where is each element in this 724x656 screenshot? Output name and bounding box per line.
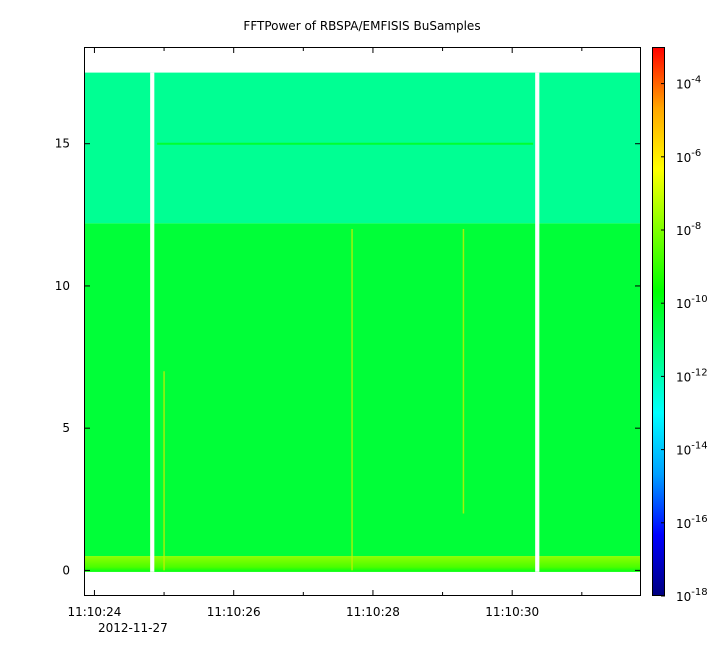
y-tick-label: 10: [55, 279, 70, 293]
power-band-2: [84, 223, 641, 557]
plot-frame: [84, 47, 641, 596]
colorbar-tick-label: 10-4: [676, 75, 701, 92]
y-tick-label: 0: [62, 563, 70, 577]
x-tick-label: 11:10:26: [207, 605, 261, 619]
y-axis: 0 5 10 15: [55, 137, 641, 577]
colorbar-frame: [652, 47, 665, 596]
x-axis: 11:10:24 11:10:26 11:10:28 11:10:30: [67, 47, 583, 619]
y-tick-label: 15: [55, 137, 70, 151]
colorbar: 10-4 10-6 10-8 10-10 10-12 10-14 10-16 10-18: [652, 47, 708, 604]
colorbar-tick-label: 10-10: [676, 294, 708, 311]
low-frequency-band: [84, 556, 641, 572]
x-tick-label: 11:10:28: [346, 605, 400, 619]
x-axis-date-label: 2012-11-27: [98, 621, 168, 635]
colorbar-ticks: 10-4 10-6 10-8 10-10 10-12 10-14 10-16 10-18: [661, 75, 708, 604]
spectrogram-image: [84, 72, 641, 572]
data-gap: [150, 72, 155, 572]
colorbar-tick-label: 10-6: [676, 148, 701, 165]
colorbar-tick-label: 10-8: [676, 221, 701, 238]
colorbar-tick-label: 10-12: [676, 367, 708, 384]
colorbar-tick-label: 10-18: [676, 587, 708, 604]
x-tick-label: 11:10:30: [485, 605, 539, 619]
y-tick-label: 5: [62, 421, 70, 435]
data-gaps: [150, 72, 540, 572]
plot-area: [84, 47, 641, 596]
colorbar-tick-label: 10-16: [676, 514, 708, 531]
x-tick-label: 11:10:24: [67, 605, 121, 619]
power-band-1: [84, 72, 641, 224]
spectrogram-features: [157, 142, 534, 571]
colorbar-gradient: [652, 47, 665, 596]
colorbar-tick-label: 10-14: [676, 441, 708, 458]
data-gap: [535, 72, 540, 572]
chart-title: FFTPower of RBSPA/EMFISIS BuSamples: [243, 19, 480, 33]
